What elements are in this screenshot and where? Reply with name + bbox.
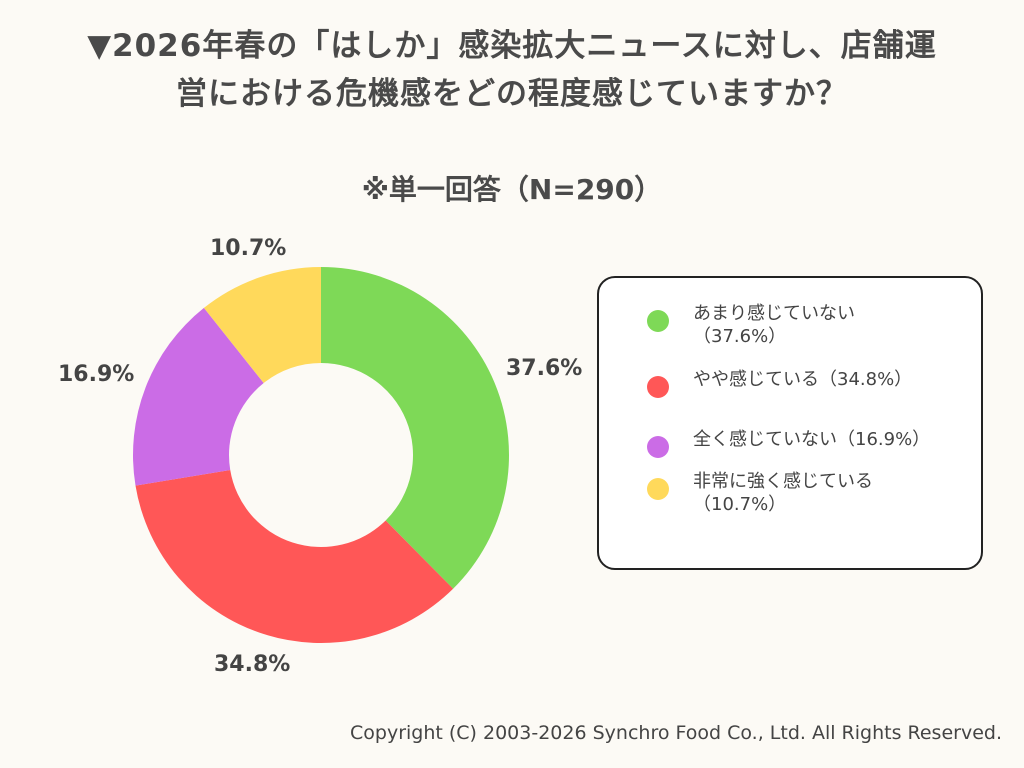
legend-swatch-1 xyxy=(647,376,669,398)
data-label-2: 16.9% xyxy=(58,362,135,387)
donut-slice-1 xyxy=(135,469,454,643)
legend-label-0: あまり感じていない （37.6%） xyxy=(693,303,855,347)
chart-subtitle: ※単一回答（N=290） xyxy=(361,173,663,206)
data-label-1: 34.8% xyxy=(214,652,291,677)
legend-label-2: 全く感じていない（16.9%） xyxy=(693,429,931,450)
copyright-text: Copyright (C) 2003-2026 Synchro Food Co.… xyxy=(350,722,1002,744)
legend-label-3: 非常に強く感じている （10.7%） xyxy=(693,471,873,515)
legend-label-1: やや感じている（34.8%） xyxy=(693,369,913,390)
chart-title-line-2: 営における危機感をどの程度感じていますか？ xyxy=(176,76,848,112)
donut-slice-3 xyxy=(203,267,321,384)
chart-title: ▼2026年春の「はしか」感染拡大ニュースに対し、店舗運 営における危機感をどの… xyxy=(0,22,1024,118)
legend-swatch-0 xyxy=(647,310,669,332)
legend-swatch-3 xyxy=(647,478,669,500)
data-label-0: 37.6% xyxy=(506,356,583,381)
data-label-3: 10.7% xyxy=(210,236,287,261)
donut-slice-2 xyxy=(133,307,264,486)
legend-swatch-2 xyxy=(647,436,669,458)
donut-slice-0 xyxy=(321,267,509,589)
legend: あまり感じていない （37.6%） やや感じている（34.8%） 全く感じていな… xyxy=(597,276,983,570)
chart-title-line-1: ▼2026年春の「はしか」感染拡大ニュースに対し、店舗運 xyxy=(87,28,937,64)
